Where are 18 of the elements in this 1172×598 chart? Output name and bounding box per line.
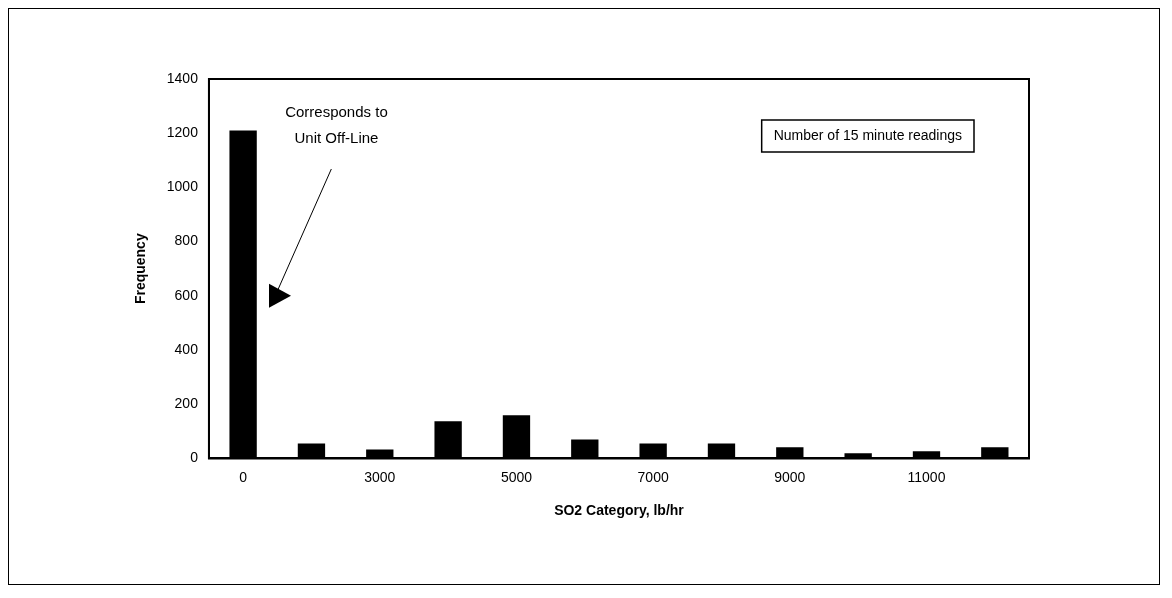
x-tick-label: 11000: [907, 468, 946, 485]
annotation: Corresponds to Unit Off-Line: [285, 103, 388, 147]
y-axis-title: Frequency: [132, 233, 149, 305]
y-tick-label: 400: [174, 340, 199, 357]
y-tick-label: 1000: [166, 178, 199, 195]
y-tick-label: 1200: [166, 124, 199, 141]
x-tick-label: 5000: [500, 468, 533, 485]
y-tick-label: 800: [174, 232, 199, 249]
annotation: Number of 15 minute readings: [773, 126, 962, 143]
x-tick-label: 0: [239, 468, 248, 485]
y-tick-label: 0: [190, 449, 199, 466]
y-tick-label: 600: [174, 286, 199, 303]
x-axis-title: SO2 Category, lb/hr: [554, 502, 685, 519]
y-tick-label: 1400: [166, 69, 199, 86]
x-tick-label: 7000: [637, 468, 669, 485]
y-tick-label: 200: [174, 395, 199, 412]
x-tick-label: 9000: [774, 468, 806, 485]
x-tick-label: 3000: [364, 468, 396, 485]
